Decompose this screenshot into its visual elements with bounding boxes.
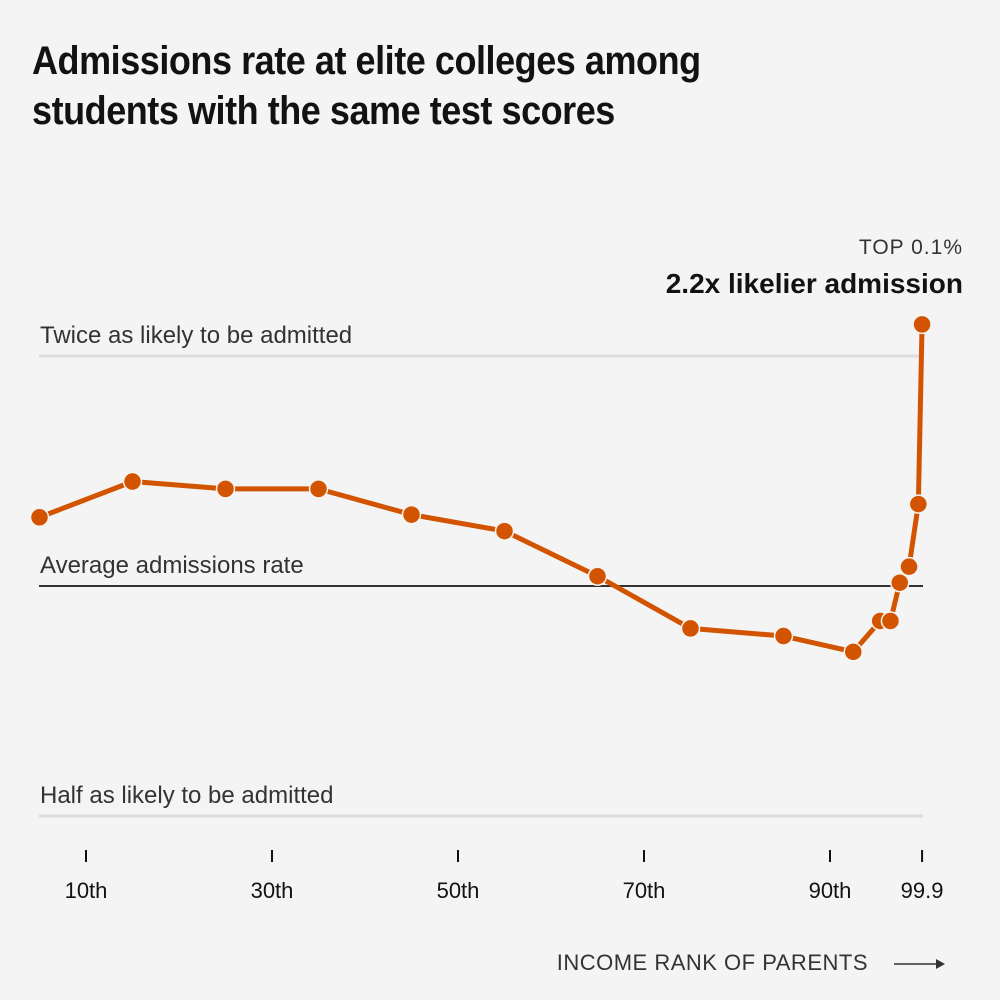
data-point[interactable] (680, 618, 701, 639)
x-tick-label: 70th (623, 878, 666, 903)
data-point[interactable] (912, 314, 932, 335)
x-tick-label: 50th (437, 878, 480, 903)
data-point[interactable] (401, 504, 422, 525)
data-point[interactable] (308, 479, 329, 499)
x-tick-label: 90th (809, 878, 852, 903)
data-point[interactable] (908, 494, 929, 514)
x-tick-label: 30th (251, 878, 294, 903)
data-point[interactable] (880, 611, 901, 631)
data-point[interactable] (215, 479, 236, 499)
chart-title: Admissions rate at elite colleges among … (32, 39, 701, 133)
reference-line-label: Average admissions rate (40, 552, 304, 579)
data-point[interactable] (843, 642, 863, 662)
arrow-right-icon (894, 959, 945, 969)
series-line-group (29, 314, 932, 662)
x-tick-label: 99.9 (901, 878, 944, 903)
x-tick-label: 10th (65, 878, 108, 903)
x-axis-label: INCOME RANK OF PARENTS (557, 950, 868, 975)
x-axis: 10th 30th 50th 70th 90th 99.9 (65, 850, 944, 903)
data-point[interactable] (899, 556, 919, 577)
reference-lines: Twice as likely to be admitted Average ad… (39, 322, 923, 818)
data-point[interactable] (122, 471, 143, 492)
data-point[interactable] (890, 572, 910, 593)
data-point[interactable] (494, 521, 515, 541)
reference-line-label: Half as likely to be admitted (40, 782, 333, 809)
reference-line-label: Twice as likely to be admitted (40, 322, 352, 349)
annotation-sub: TOP 0.1% (859, 236, 963, 259)
series-line (38, 324, 925, 655)
data-point[interactable] (773, 626, 794, 646)
data-point[interactable] (29, 507, 50, 528)
data-point[interactable] (587, 566, 608, 586)
annotation-main: 2.2x likelier admission (666, 268, 963, 299)
